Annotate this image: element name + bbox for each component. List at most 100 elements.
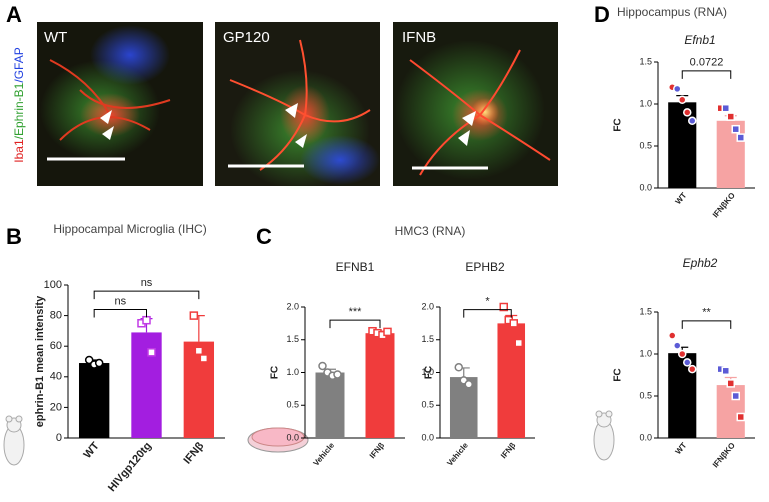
panel-title: HMC3 (RNA) (395, 224, 466, 238)
x-tick-label: IFNβKO (711, 441, 737, 470)
y-tick-label: 100 (44, 279, 62, 291)
bar (716, 120, 745, 188)
y-axis-label: FC (424, 366, 435, 379)
y-tick-label: 1.5 (639, 56, 652, 66)
significance-bracket (463, 309, 512, 318)
y-tick-label: 0.0 (421, 432, 434, 442)
panel-label: C (256, 224, 272, 249)
data-point (721, 103, 730, 113)
channel-ephrin: /Ephrin-B1 (12, 82, 26, 139)
data-point (678, 95, 687, 105)
y-tick-label: 1.5 (286, 334, 299, 344)
data-point (499, 302, 508, 312)
x-tick-label: IFNβ (499, 441, 517, 460)
bar (78, 363, 110, 438)
image-label: GP120 (223, 29, 270, 46)
bar (183, 341, 215, 438)
x-tick-label: IFNβ (181, 440, 206, 467)
channel-gfap: /GFAP (12, 47, 26, 82)
significance-bracket (681, 320, 732, 329)
bar (315, 372, 345, 438)
micrograph: WT (37, 22, 203, 186)
chart-title: EPHB2 (465, 260, 505, 274)
x-tick-label: HIVgp120tg (106, 440, 154, 494)
x-tick-label: WT (674, 191, 689, 206)
x-tick-label: IFNβKO (711, 191, 737, 220)
y-tick-label: 0.0 (639, 182, 652, 192)
y-tick-label: 2.0 (286, 301, 299, 311)
data-point (683, 108, 692, 117)
data-point (726, 112, 735, 121)
data-point (318, 361, 327, 371)
y-tick-label: 0.0 (639, 432, 652, 442)
data-point (142, 315, 151, 325)
y-tick-label: 60 (50, 340, 62, 352)
mouse-icon (593, 410, 615, 461)
data-point (683, 358, 692, 367)
significance-label: *** (349, 306, 363, 318)
data-point (84, 355, 94, 365)
significance-bracket (93, 290, 200, 300)
y-tick-label: 0.5 (286, 400, 299, 410)
chart-title: Hippocampal Microglia (IHC) (53, 222, 206, 236)
y-tick-label: 2.0 (421, 301, 434, 311)
y-axis-label: FC (270, 366, 281, 379)
data-point (464, 380, 473, 389)
data-point (673, 84, 682, 94)
channel-iba1: Iba1 (12, 139, 26, 163)
data-point (721, 366, 730, 376)
significance-bracket (329, 319, 381, 329)
data-point (668, 331, 677, 340)
bar (131, 332, 162, 438)
y-axis-label: FC (613, 118, 624, 131)
data-point (454, 363, 463, 372)
panel-label: D (594, 2, 610, 27)
y-tick-label: 1.5 (421, 334, 434, 344)
data-point (736, 133, 745, 142)
significance-label: 0.0722 (690, 57, 724, 69)
x-tick-label: Vehicle (312, 440, 337, 467)
mouse-icon (3, 415, 25, 466)
y-tick-label: 0.5 (639, 140, 652, 150)
data-point (94, 358, 104, 368)
y-axis-label: ephrin-B1 mean intensity (34, 295, 46, 427)
data-point (688, 364, 697, 374)
chart-title: Efnb1 (684, 33, 715, 47)
micrograph: GP120 (215, 22, 380, 190)
significance-label: ** (702, 307, 711, 319)
data-point (688, 116, 697, 126)
data-point (736, 412, 745, 422)
significance-bracket (681, 70, 732, 79)
significance-label: ns (141, 277, 153, 289)
bar (449, 377, 478, 438)
x-tick-label: IFNβ (368, 441, 386, 460)
significance-bracket (93, 308, 147, 318)
y-tick-label: 0.5 (421, 400, 434, 410)
significance-label: * (485, 296, 490, 308)
data-point (678, 349, 687, 359)
y-tick-label: 1.0 (639, 348, 652, 358)
petri-dish (247, 427, 309, 453)
panel-label: B (6, 224, 22, 249)
data-point (673, 341, 682, 350)
y-axis-label: FC (613, 368, 624, 381)
chart-title: Ephb2 (683, 256, 718, 270)
y-tick-label: 20 (50, 401, 62, 413)
significance-label: ns (115, 295, 127, 307)
image-label: IFNB (402, 29, 436, 46)
chart-title: EFNB1 (336, 260, 375, 274)
panel-title: Hippocampus (RNA) (617, 5, 727, 19)
channel-label: Iba1/Ephrin-B1/GFAP (12, 47, 26, 162)
data-point (514, 338, 523, 348)
data-point (189, 311, 199, 320)
data-point (383, 327, 392, 337)
y-tick-label: 1.0 (639, 98, 652, 108)
data-point (199, 354, 209, 363)
data-point (726, 379, 735, 388)
y-tick-label: 40 (50, 371, 62, 383)
bar (365, 333, 395, 438)
x-tick-label: Vehicle (445, 440, 470, 467)
data-point (731, 391, 740, 401)
micrograph: IFNB (393, 22, 558, 186)
